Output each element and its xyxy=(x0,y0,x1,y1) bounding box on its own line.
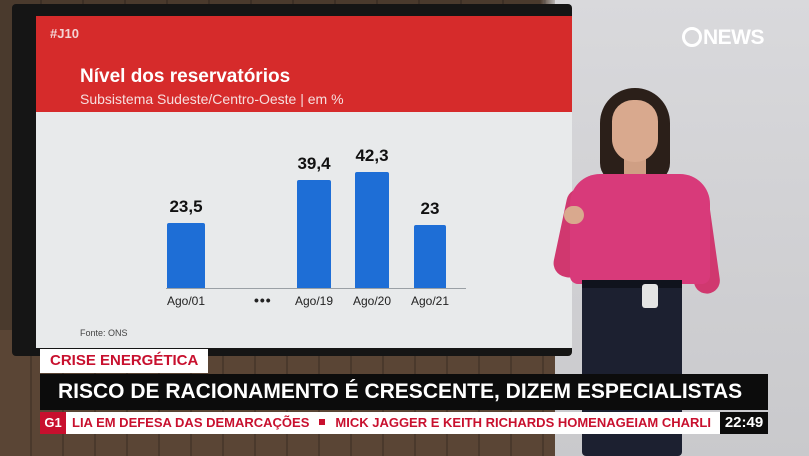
bar-value-label: 39,4 xyxy=(297,154,331,173)
bar-value-label: 23,5 xyxy=(169,197,203,216)
presenter-blouse xyxy=(570,174,710,284)
bar-value-label: 42,3 xyxy=(355,146,389,165)
category-label: Ago/01 xyxy=(166,294,206,308)
globo-circle-icon xyxy=(682,27,702,47)
g1-badge: G1 xyxy=(40,412,66,434)
chart-header: #J10 Nível dos reservatórios Subsistema … xyxy=(36,16,572,112)
phone-icon xyxy=(642,284,658,308)
presenter-belt xyxy=(582,280,682,288)
presenter-face xyxy=(612,100,658,162)
bar-ago-19 xyxy=(297,180,331,288)
presenter-hand xyxy=(564,206,584,224)
category-label: Ago/21 xyxy=(410,294,450,308)
bar-chart: ••• Fonte: ONS 23,5 Ago/01 39,4 Ago/19 42,3 A… xyxy=(36,112,572,348)
ticker-separator-icon xyxy=(319,419,326,425)
bar-value-label: 23 xyxy=(420,199,440,218)
ticker-item: LIA EM DEFESA DAS DEMARCAÇÕES xyxy=(72,415,310,430)
bar-ago-01 xyxy=(167,223,205,288)
chart-title: Nível dos reservatórios xyxy=(80,66,291,87)
tv-screen-frame: #J10 Nível dos reservatórios Subsistema … xyxy=(12,4,572,356)
ticker-text: LIA EM DEFESA DAS DEMARCAÇÕES MICK JAGGER… xyxy=(72,412,711,434)
chart-subtitle: Subsistema Sudeste/Centro-Oeste | em % xyxy=(80,91,344,107)
category-label: Ago/19 xyxy=(294,294,334,308)
logo-text: NEWS xyxy=(703,26,765,49)
news-ticker: G1 LIA EM DEFESA DAS DEMARCAÇÕES MICK JAG… xyxy=(40,412,720,434)
presenter xyxy=(550,88,722,456)
tv-screen: #J10 Nível dos reservatórios Subsistema … xyxy=(36,16,572,348)
bar-ago-20 xyxy=(355,172,389,288)
program-hashtag: #J10 xyxy=(50,26,79,41)
chart-baseline xyxy=(166,288,466,289)
ticker-item: MICK JAGGER E KEITH RICHARDS HOMENAGEIAM… xyxy=(335,415,711,430)
chart-source: Fonte: ONS xyxy=(80,328,128,338)
bar-ago-21 xyxy=(414,225,446,288)
headline-bar: RISCO DE RACIONAMENTO É CRESCENTE, DIZEM… xyxy=(40,374,768,410)
clock: 22:49 xyxy=(720,412,768,434)
topic-tag: CRISE ENERGÉTICA xyxy=(40,349,209,373)
globonews-logo: NEWS xyxy=(682,26,765,50)
gap-marker: ••• xyxy=(254,292,272,308)
category-label: Ago/20 xyxy=(352,294,392,308)
